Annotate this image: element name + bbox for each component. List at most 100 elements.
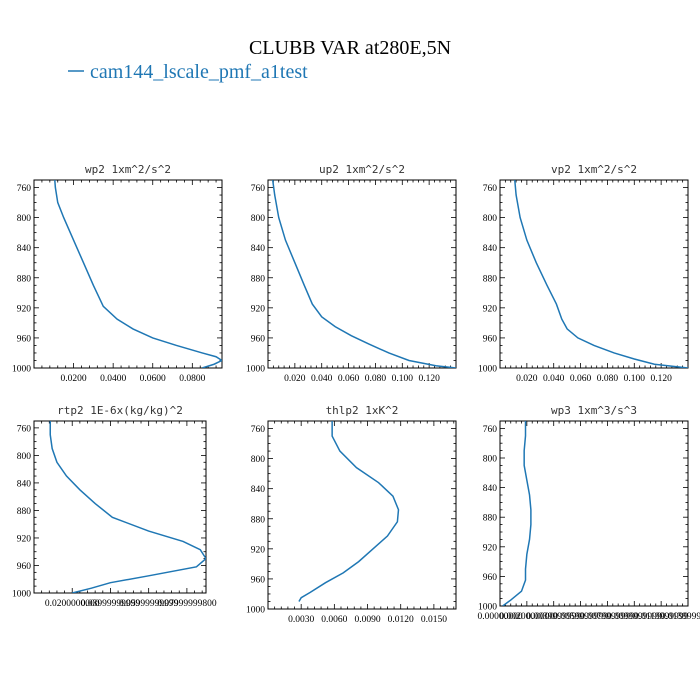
ytick-label: 800 (483, 455, 498, 465)
ytick-label: 840 (251, 244, 266, 254)
xtick-label: 0.0120 (388, 615, 414, 625)
ytick-label: 880 (483, 274, 498, 284)
ytick-label: 800 (17, 214, 32, 224)
ytick-label: 960 (251, 575, 266, 585)
ytick-label: 920 (251, 545, 266, 555)
ytick-label: 960 (17, 562, 32, 572)
xtick-label: 0.060 (338, 374, 360, 384)
panel-thlp2: thlp2 1xK^2 760 800 840 880 920 960 1000 0.0030 0… (246, 404, 457, 625)
panel-title-wp2: wp2 1xm^2/s^2 (85, 163, 171, 176)
ytick-label: 840 (251, 485, 266, 495)
xtick-label: 0.060 (570, 374, 592, 384)
xtick-label: 0.0060 (321, 615, 347, 625)
ytick-label: 960 (483, 334, 498, 344)
series-line-vp2 (514, 180, 688, 368)
ytick-label: 760 (251, 184, 266, 194)
plot-frame-up2 (267, 179, 457, 369)
xtick-label: 0.0079999999 (580, 612, 635, 622)
ytick-label: 920 (483, 304, 498, 314)
legend-label: cam144_lscale_pmf_a1test (90, 61, 308, 83)
ytick-label: 880 (17, 274, 32, 284)
ytick-label: 920 (483, 543, 498, 553)
series-line-up2 (271, 180, 456, 368)
subplot-grid: wp2 1xm^2/s^2 760 800 840 880 920 960 1000 0.020… (12, 163, 700, 625)
ytick-label: 1000 (478, 365, 497, 375)
xtick-label: 0.0119999999 (634, 612, 689, 622)
plot-frame-vp2 (499, 179, 689, 369)
xtick-label: 0.0800 (179, 374, 205, 384)
ytick-label: 800 (251, 455, 266, 465)
ytick-label: 840 (17, 479, 32, 489)
xtick-label: 0.0150 (421, 615, 447, 625)
xtick-label: 0.0090 (354, 615, 380, 625)
plot-frame-rtp2 (33, 420, 207, 594)
ytick-label: 760 (251, 425, 266, 435)
panel-title-vp2: vp2 1xm^2/s^2 (551, 163, 637, 176)
xtick-label: 0.080 (365, 374, 387, 384)
series-line-rtp2 (49, 421, 206, 593)
xtick-label: 0.100 (392, 374, 414, 384)
ytick-label: 1000 (246, 365, 265, 375)
xtick-label: 0.0200 (61, 374, 87, 384)
ytick-label: 920 (17, 534, 32, 544)
plot-frame-thlp2 (267, 420, 457, 610)
xtick-label: 0.0600 (140, 374, 166, 384)
xtick-label: 0.07999999800 (157, 599, 217, 609)
xtick-label: 0.020 (284, 374, 306, 384)
series-line-wp2 (54, 180, 222, 368)
ytick-label: 760 (17, 424, 32, 434)
plot-frame-wp3 (499, 420, 689, 607)
xtick-label: 0.120 (418, 374, 440, 384)
panel-rtp2: rtp2 1E-6x(kg/kg)^2 760 800 840 880 920 960 100… (12, 404, 217, 609)
xtick-label: 0.040 (311, 374, 333, 384)
ytick-label: 960 (17, 334, 32, 344)
series-line-wp3 (502, 421, 532, 606)
xtick-label: 0.0099999999 (607, 612, 662, 622)
ytick-label: 800 (251, 214, 266, 224)
ytick-label: 1000 (246, 606, 265, 616)
ytick-label: 960 (251, 334, 266, 344)
xtick-label: 0.120 (650, 374, 672, 384)
figure-title: CLUBB VAR at280E,5N (249, 37, 451, 59)
ytick-label: 920 (17, 304, 32, 314)
panel-up2: up2 1xm^2/s^2 760 800 840 880 920 960 1000 0.020… (246, 163, 457, 384)
xtick-label: 0.05999999999 (119, 599, 179, 609)
panel-title-thlp2: thlp2 1xK^2 (326, 404, 399, 417)
xtick-label: 0.03999999999 (81, 599, 141, 609)
xtick-label: 0.100 (624, 374, 646, 384)
ytick-label: 880 (251, 515, 266, 525)
panel-wp2: wp2 1xm^2/s^2 760 800 840 880 920 960 1000 0.020… (12, 163, 223, 384)
xtick-label: 0.0059999999 (553, 612, 608, 622)
ytick-label: 880 (17, 507, 32, 517)
ytick-label: 840 (483, 244, 498, 254)
xtick-label: 0.020 (516, 374, 538, 384)
panel-wp3: wp3 1xm^3/s^3 760 800 840 880 920 960 10000.000… (477, 404, 700, 622)
panel-title-wp3: wp3 1xm^3/s^3 (551, 404, 637, 417)
panel-title-up2: up2 1xm^2/s^2 (319, 163, 405, 176)
plot-frame-wp2 (33, 179, 223, 369)
ytick-label: 880 (483, 514, 498, 524)
xtick-label: 0.00000000 (477, 612, 522, 622)
ytick-label: 760 (17, 184, 32, 194)
xtick-label: 0.040 (543, 374, 565, 384)
ytick-label: 1000 (12, 590, 31, 600)
ytick-label: 920 (251, 304, 266, 314)
xtick-label: 0.0139999994 (661, 612, 700, 622)
ytick-label: 880 (251, 274, 266, 284)
panel-title-rtp2: rtp2 1E-6x(kg/kg)^2 (57, 404, 183, 417)
xtick-label: 0.0030 (288, 615, 314, 625)
ytick-label: 1000 (478, 603, 497, 613)
xtick-label: 0.0200000000 (45, 599, 100, 609)
xtick-label: 0.0400 (100, 374, 126, 384)
ytick-label: 760 (483, 184, 498, 194)
ytick-label: 1000 (12, 365, 31, 375)
ytick-label: 960 (483, 573, 498, 583)
ytick-label: 800 (483, 214, 498, 224)
ytick-label: 760 (483, 425, 498, 435)
xtick-label: 0.0039999999 (526, 612, 581, 622)
panel-vp2: vp2 1xm^2/s^2 760 800 840 880 920 960 1000 0.020… (478, 163, 689, 384)
ytick-label: 800 (17, 452, 32, 462)
ytick-label: 840 (17, 244, 32, 254)
xtick-label: 0.0020000000 (500, 612, 555, 622)
